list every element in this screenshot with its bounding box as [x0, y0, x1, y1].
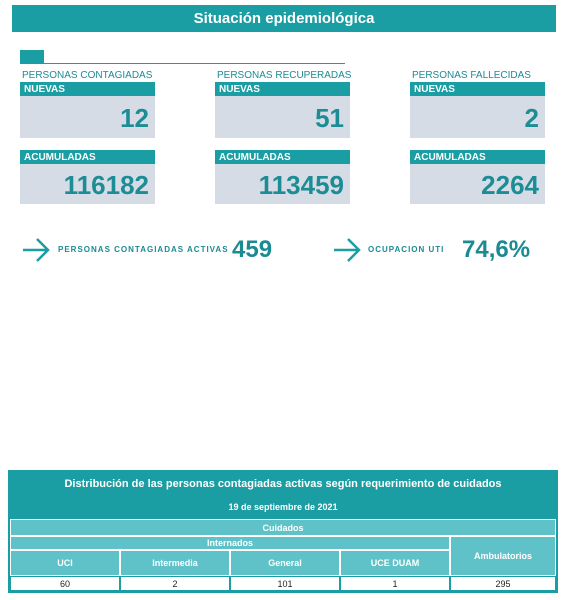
cell: 1: [340, 576, 450, 591]
new-value: 2: [410, 96, 545, 138]
total-header: ACUMULADAS: [215, 150, 350, 164]
table-date: 19 de septiembre de 2021: [228, 502, 338, 512]
cell: 101: [230, 576, 340, 591]
column-header: UCI: [10, 550, 120, 576]
column-header: Ambulatorios: [450, 536, 556, 576]
arrow: [23, 238, 50, 262]
highlight-label: OCUPACION UTI: [368, 245, 445, 254]
decor-line: [20, 63, 345, 64]
group: Cuidados: [10, 519, 556, 536]
stat-label: PERSONAS FALLECIDAS: [412, 70, 531, 81]
column-header: General: [230, 550, 340, 576]
decor: [20, 50, 44, 64]
column-header: UCE DUAM: [340, 550, 450, 576]
stat-label: PERSONAS CONTAGIADAS: [22, 70, 153, 81]
highlight-value: 459: [232, 236, 273, 263]
new-value: 12: [20, 96, 155, 138]
new-value: 51: [215, 96, 350, 138]
total-value: 116182: [20, 164, 155, 204]
highlight-value: 74,6%: [462, 236, 531, 263]
table-title: Distribución de las personas contagiadas…: [64, 478, 502, 490]
cell: 295: [450, 576, 556, 591]
total-header: ACUMULADAS: [20, 150, 155, 164]
total-value: 113459: [215, 164, 350, 204]
new-header: NUEVAS: [20, 82, 155, 96]
new-header: NUEVAS: [215, 82, 350, 96]
subgroup: Internados: [10, 536, 450, 550]
cell: 2: [120, 576, 230, 591]
table-panel: Distribución de las personas contagiadas…: [8, 470, 558, 593]
total-header: ACUMULADAS: [410, 150, 545, 164]
arrow: [334, 238, 361, 262]
total-value: 2264: [410, 164, 545, 204]
stat-label: PERSONAS RECUPERADAS: [217, 70, 352, 81]
cell: 60: [10, 576, 120, 591]
title: Situación epidemiológica: [12, 5, 556, 32]
new-header: NUEVAS: [410, 82, 545, 96]
highlight-label: PERSONAS CONTAGIADAS ACTIVAS: [58, 245, 229, 254]
column-header: Intermedia: [120, 550, 230, 576]
